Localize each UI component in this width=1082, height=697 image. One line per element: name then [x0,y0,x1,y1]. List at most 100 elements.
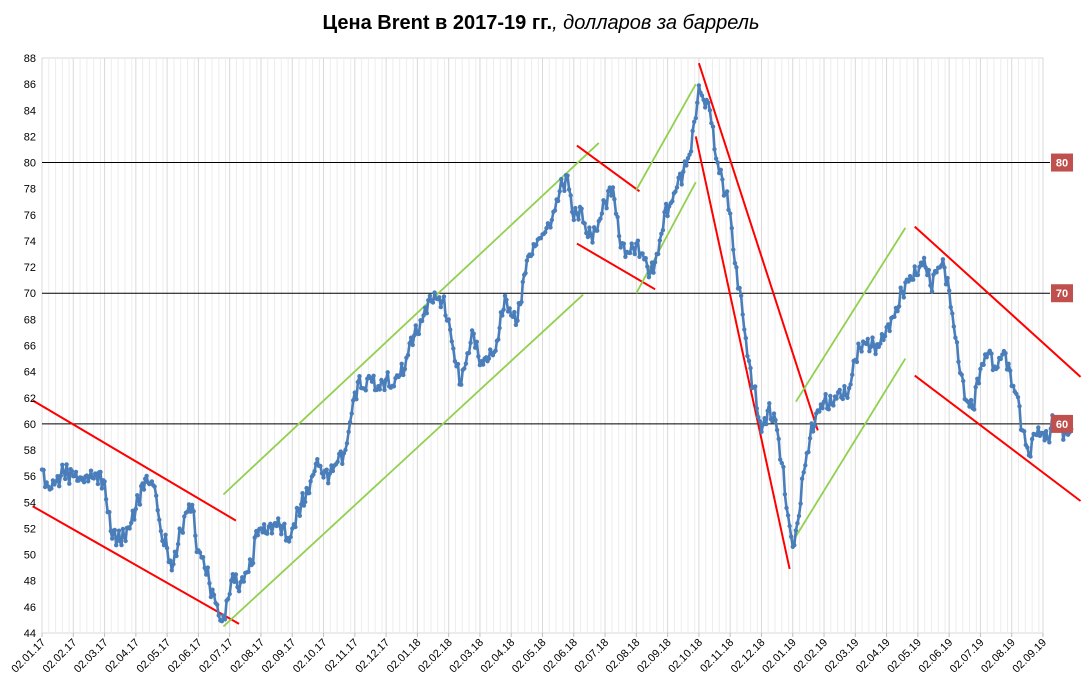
price-point [534,242,539,248]
price-point [710,124,716,129]
price-point [440,298,445,304]
price-point [496,337,501,342]
price-point [917,264,922,270]
y-tick-label: 62 [24,393,36,405]
price-point [501,307,506,312]
price-point [582,221,587,226]
price-point [690,128,695,134]
price-point [462,366,467,371]
price-point [743,335,748,341]
price-point [793,528,799,533]
price-point [144,473,149,479]
price-point [762,416,767,421]
price-point [674,185,680,190]
price-point [473,345,478,350]
price-point [681,169,686,174]
price-point [856,341,861,346]
level-badge-box [1051,284,1073,303]
level-badge-60: 60 [1051,414,1073,433]
price-point [627,250,633,256]
price-point [748,365,753,371]
trend-line-down [32,399,237,522]
chart-title: Цена Brent в 2017-19 гг., долларов за ба… [0,12,1082,35]
price-point [857,345,863,351]
price-point [682,159,687,164]
price-point [845,395,850,400]
price-point [344,441,350,446]
price-point [764,421,769,427]
price-point [926,267,931,273]
price-point [241,579,246,584]
price-point [197,550,203,555]
price-point [826,407,831,412]
price-point [207,581,212,586]
price-point [602,199,608,204]
price-point [279,532,284,537]
price-point [58,473,63,478]
price-point [821,399,827,404]
price-point [834,396,839,401]
price-point [792,543,797,548]
price-point [523,270,528,276]
price-point [236,589,242,594]
price-point [135,493,140,498]
y-tick-label: 58 [24,445,36,457]
price-point [774,427,780,433]
price-point [746,358,752,364]
price-point [552,208,558,213]
price-point [663,201,669,207]
price-point [892,314,897,319]
price-point [169,568,174,573]
price-point [114,543,119,548]
price-point [699,93,705,98]
price-point [432,290,437,295]
price-point [812,423,817,428]
y-tick-label: 52 [24,523,36,535]
price-point [480,362,486,367]
price-point [463,361,469,366]
price-point [828,393,833,399]
trend-line-down [697,62,819,431]
price-point [978,366,983,372]
price-point [172,549,178,554]
price-point [399,361,404,366]
price-point [789,534,794,539]
y-tick-label: 64 [24,367,36,379]
price-point [656,251,661,257]
price-point [497,325,502,331]
price-point [934,270,939,275]
price-point [205,565,210,570]
price-point [820,406,825,411]
price-point [486,356,492,361]
price-point [55,474,60,479]
price-point [110,536,115,541]
price-point [726,207,731,213]
price-point [555,198,561,204]
price-point [61,470,67,475]
price-point [402,366,408,372]
price-point [204,572,209,577]
price-point [383,377,389,382]
price-point [136,498,141,503]
x-tick-label: 02.09.19 [1010,637,1049,676]
price-point [412,333,417,338]
price-point [695,100,700,105]
price-point [632,251,637,257]
price-point [520,279,525,285]
price-point [989,351,994,356]
price-point [158,528,164,534]
price-point [455,361,461,367]
price-point [98,469,103,475]
price-point [57,484,62,489]
price-point [448,327,453,332]
price-point [951,324,956,329]
price-point [258,526,264,531]
price-point [507,306,512,311]
price-point [771,411,777,416]
price-point [948,304,953,310]
price-point [296,506,301,512]
price-point [920,262,925,268]
price-point [621,241,626,246]
price-point [250,560,256,566]
price-point [895,309,900,314]
